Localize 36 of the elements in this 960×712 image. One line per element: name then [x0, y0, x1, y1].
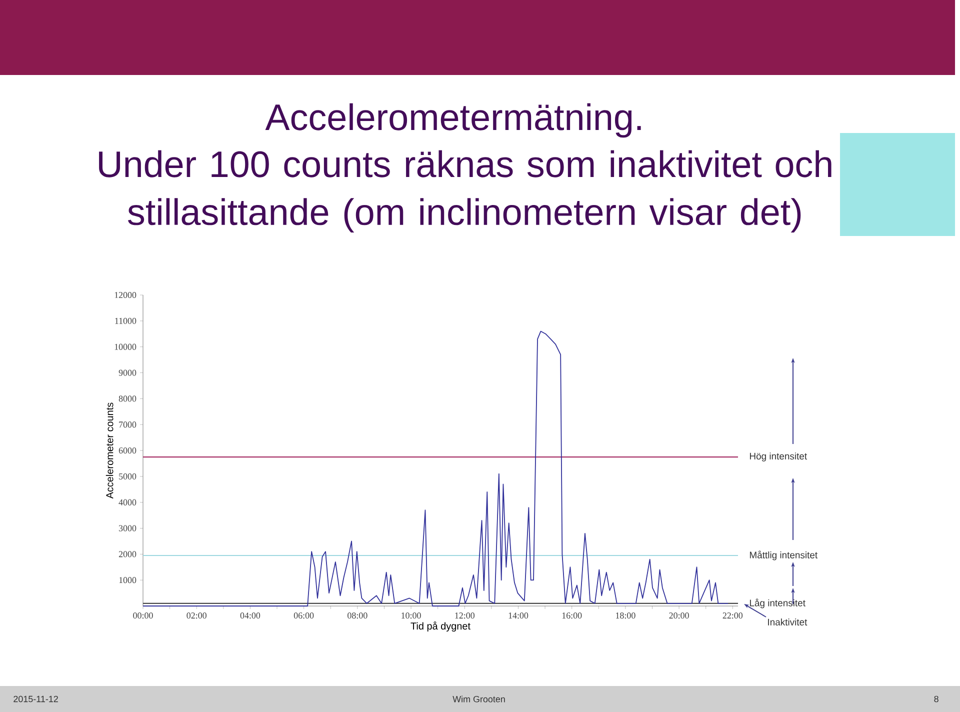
x-tick-label: 02:00	[186, 612, 206, 619]
x-tick-label: 06:00	[294, 612, 314, 619]
chart-title: Accelerometermätning.	[265, 103, 641, 138]
text: 8	[934, 696, 938, 702]
y-tick-label: 4000	[118, 499, 136, 506]
y-tick-label: 12000	[114, 292, 136, 298]
text: Inaktivitet	[768, 618, 808, 626]
y-tick-label: 6000	[118, 447, 136, 454]
x-tick-label: 10:00	[402, 612, 421, 619]
y-tick-label: 5000	[119, 473, 136, 480]
y-tick-label: 7000	[119, 422, 136, 428]
y-tick-label: 9000	[118, 370, 136, 376]
x-tick-label: 14:00	[508, 612, 528, 619]
text: 2015-11-12	[14, 696, 58, 702]
x-tick-label: 16:00	[562, 612, 582, 619]
y-tick-label: 11000	[115, 318, 136, 324]
x-tick-label: 04:00	[240, 612, 260, 619]
ref-line-label: Hög intensitet	[750, 452, 807, 462]
x-tick-label: 12:00	[455, 612, 474, 619]
line-series	[142, 330, 729, 606]
y-axis-title: Accelerometer counts	[106, 402, 114, 499]
x-tick-label: 20:00	[669, 612, 689, 619]
y-tick-label: 2000	[118, 551, 136, 558]
chart-subtitle: Under 100 counts räknas som inaktivitet och stillasittande (om inclinometern visar det)	[99, 150, 832, 232]
x-axis-title: Tid på dygnet	[410, 621, 470, 632]
x-tick-label: 08:00	[348, 612, 368, 619]
y-tick-label: 1000	[119, 577, 136, 584]
x-tick-label: 00:00	[133, 612, 153, 619]
ref-line-label: Måttlig intensitet	[750, 550, 818, 560]
text: Wim Grooten	[452, 696, 505, 702]
x-tick-label: 18:00	[616, 612, 636, 619]
y-tick-label: 10000	[114, 344, 136, 350]
y-tick-label: 3000	[118, 525, 136, 532]
y-tick-label: 8000	[118, 396, 136, 402]
x-tick-label: 22:00	[722, 612, 743, 619]
ref-line-label: Låg intensitet	[750, 598, 806, 608]
